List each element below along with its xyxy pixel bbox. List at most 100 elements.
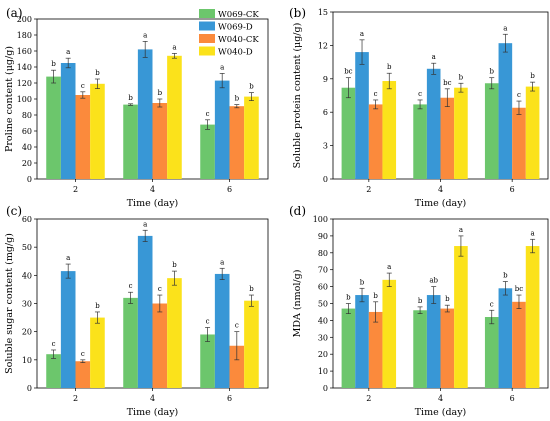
legend-entry: W040-D	[218, 48, 253, 58]
legend-swatch-w069-ck	[199, 9, 215, 18]
y-tick-label: 70	[318, 266, 328, 275]
significance-letter: a	[143, 220, 147, 228]
y-tick-label: 100	[313, 215, 328, 224]
legend-entry: W069-D	[218, 23, 253, 33]
bar-w069-d	[355, 52, 369, 179]
significance-letter: bc	[344, 68, 352, 76]
bar-w040-ck	[368, 311, 383, 388]
significance-letter: b	[95, 69, 100, 77]
significance-letter: a	[66, 48, 70, 56]
y-tick-label: 180	[17, 31, 32, 40]
significance-letter: a	[432, 53, 436, 61]
significance-letter: a	[387, 263, 391, 271]
x-tick-label: 4	[150, 185, 155, 194]
bar-w069-ck	[200, 334, 215, 388]
y-tick-label: 0	[27, 384, 32, 393]
bar-w069-ck	[46, 76, 61, 179]
bar-w040-d	[525, 246, 540, 388]
legend: W069-CK W069-D W040-CK W040-D	[199, 9, 259, 58]
significance-letter: b	[249, 285, 254, 293]
bar-w069-d	[498, 43, 513, 179]
significance-letter: b	[459, 73, 464, 81]
bar-w040-d	[244, 300, 259, 388]
bar-w040-d	[90, 83, 105, 179]
bar-w040-d	[454, 87, 468, 179]
bar-w069-ck	[484, 83, 499, 179]
bar-w069-d	[60, 271, 76, 388]
x-tick-label: 4	[150, 394, 155, 403]
bar-w069-d	[214, 273, 230, 388]
significance-letter: b	[503, 272, 508, 280]
significance-letter: a	[220, 63, 224, 71]
panel-label: (c)	[6, 204, 22, 218]
significance-letter: a	[503, 24, 507, 32]
y-tick-label: 3	[323, 142, 328, 151]
significance-letter: c	[206, 110, 210, 118]
significance-letter: a	[459, 226, 463, 234]
significance-letter: b	[158, 89, 163, 97]
y-tick-label: 6	[323, 108, 328, 117]
y-tick-label: 0	[323, 384, 328, 393]
significance-letter: c	[418, 90, 422, 98]
significance-letter: ab	[429, 277, 438, 285]
significance-letter: c	[490, 300, 494, 308]
bar-w069-ck	[123, 297, 138, 388]
bar-w069-ck	[341, 87, 356, 179]
bar-w069-d	[355, 295, 369, 388]
y-tick-label: 80	[318, 249, 328, 258]
x-tick-label: 2	[73, 185, 78, 194]
significance-letter: b	[489, 68, 494, 76]
bar-w040-ck	[75, 95, 91, 179]
y-tick-label: 200	[17, 15, 32, 24]
panel-label: (a)	[6, 6, 23, 20]
x-axis-label: Time (day)	[415, 407, 467, 418]
significance-letter: bc	[443, 79, 451, 87]
significance-letter: b	[51, 60, 56, 68]
y-tick-label: 20	[22, 159, 32, 168]
significance-letter: b	[128, 94, 133, 102]
y-tick-label: 60	[22, 127, 32, 136]
legend-entry: W040-CK	[218, 35, 259, 45]
y-tick-label: 50	[318, 300, 328, 309]
y-tick-label: 40	[22, 143, 32, 152]
y-tick-label: 0	[323, 175, 328, 184]
x-tick-label: 4	[438, 185, 443, 194]
y-axis-label: Soluble protein content (μg/g)	[292, 23, 303, 169]
panel-4: 01020304050607080901002bbba4babba6cbbcaT…	[289, 204, 549, 418]
bar-w069-ck	[123, 104, 138, 179]
y-tick-label: 140	[17, 63, 32, 72]
panel-label: (b)	[289, 6, 306, 20]
bar-w040-d	[454, 246, 468, 388]
y-tick-label: 15	[318, 8, 328, 17]
bar-w040-ck	[152, 303, 168, 388]
significance-letter: a	[66, 254, 70, 262]
significance-letter: b	[346, 294, 351, 302]
y-tick-label: 10	[318, 367, 328, 376]
bar-w040-d	[167, 278, 182, 388]
bar-w069-d	[137, 235, 153, 388]
y-axis-label: Proline content (μg/g)	[4, 46, 15, 152]
significance-letter: c	[81, 350, 85, 358]
y-tick-label: 10	[22, 356, 32, 365]
x-tick-label: 6	[510, 394, 515, 403]
panel-1: 0 20 40 60 80 100 120 140 160 180 200 2 b a c b 4 b a b a 6 c a…	[4, 6, 269, 209]
x-tick-label: 6	[227, 394, 232, 403]
y-axis-label: Soluble sugar content (mg/g)	[4, 233, 15, 374]
x-tick-label: 2	[73, 394, 78, 403]
y-tick-label: 30	[22, 300, 32, 309]
significance-letter: c	[235, 322, 239, 330]
significance-letter: b	[373, 292, 378, 300]
significance-letter: a	[530, 229, 534, 237]
bar-w069-d	[498, 288, 513, 388]
y-tick-label: 60	[22, 215, 32, 224]
bar-w040-d	[525, 86, 540, 179]
legend-swatch-w040-ck	[199, 34, 215, 43]
y-tick-label: 30	[318, 333, 328, 342]
panel-3: 0 10 20 30 40 50 60 2 c a c b 4 c a c b 6 c a c b Time (day) So…	[4, 204, 269, 418]
significance-letter: b	[235, 95, 240, 103]
bar-w040-ck	[440, 97, 455, 179]
x-axis-label: Time (day)	[127, 198, 179, 209]
bar-w069-ck	[341, 308, 356, 388]
